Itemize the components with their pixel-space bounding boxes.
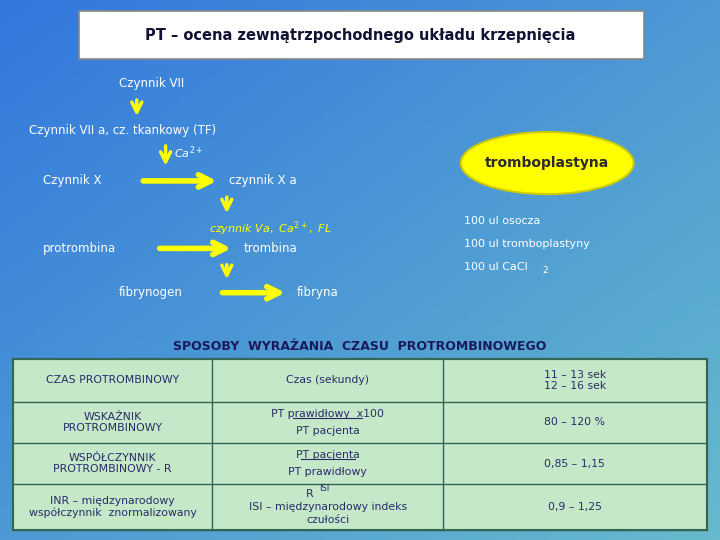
Text: R: R — [306, 489, 313, 499]
Text: ISI: ISI — [319, 484, 329, 492]
Text: 100 ul tromboplastyny: 100 ul tromboplastyny — [464, 239, 590, 249]
Text: 11 – 13 sek
12 – 16 sek: 11 – 13 sek 12 – 16 sek — [544, 370, 606, 392]
Text: protrombina: protrombina — [43, 242, 117, 255]
Text: 80 – 120 %: 80 – 120 % — [544, 417, 606, 428]
Text: Czynnik VII a, cz. tkankowy (TF): Czynnik VII a, cz. tkankowy (TF) — [29, 124, 216, 137]
Text: trombina: trombina — [243, 242, 297, 255]
Text: tromboplastyna: tromboplastyna — [485, 156, 609, 170]
Text: czułości: czułości — [306, 515, 349, 525]
Text: $czynnik\ Va,\ Ca^{2+},\ FL$: $czynnik\ Va,\ Ca^{2+},\ FL$ — [209, 219, 331, 238]
Text: SPOSOBY  WYRAŻANIA  CZASU  PROTROMBINOWEGO: SPOSOBY WYRAŻANIA CZASU PROTROMBINOWEGO — [174, 340, 546, 353]
Text: fibryna: fibryna — [297, 286, 338, 299]
Text: PT prawidłowy: PT prawidłowy — [288, 467, 367, 477]
Ellipse shape — [461, 132, 634, 194]
Text: 100 ul CaCl: 100 ul CaCl — [464, 262, 528, 272]
Text: INR – międzynarodowy
współczynnik  znormalizowany: INR – międzynarodowy współczynnik znorma… — [29, 496, 197, 518]
FancyBboxPatch shape — [13, 359, 707, 530]
Text: 2: 2 — [542, 266, 548, 275]
Text: ISI – międzynarodowy indeks: ISI – międzynarodowy indeks — [248, 502, 407, 512]
Text: PT – ocena zewnątrzpochodnego układu krzepnięcia: PT – ocena zewnątrzpochodnego układu krz… — [145, 28, 575, 43]
Text: Czynnik X: Czynnik X — [43, 174, 102, 187]
Text: $Ca^{2+}$: $Ca^{2+}$ — [174, 145, 203, 161]
Text: 0,85 – 1,15: 0,85 – 1,15 — [544, 458, 606, 469]
FancyBboxPatch shape — [79, 11, 644, 59]
Text: CZAS PROTROMBINOWY: CZAS PROTROMBINOWY — [46, 375, 179, 386]
Text: czynnik X a: czynnik X a — [229, 174, 297, 187]
Text: Czas (sekundy): Czas (sekundy) — [286, 375, 369, 386]
Text: 100 ul osocza: 100 ul osocza — [464, 217, 541, 226]
Text: fibrynogen: fibrynogen — [119, 286, 183, 299]
Text: PT pacjenta: PT pacjenta — [296, 426, 359, 436]
Text: PT prawidłowy  x100: PT prawidłowy x100 — [271, 409, 384, 419]
Text: PT pacjenta: PT pacjenta — [296, 450, 359, 460]
Text: 0,9 – 1,25: 0,9 – 1,25 — [548, 502, 602, 512]
Text: WSKAŹNIK
PROTROMBINOWY: WSKAŹNIK PROTROMBINOWY — [63, 411, 163, 433]
Text: WSPÓŁCZYNNIK
PROTROMBINOWY - R: WSPÓŁCZYNNIK PROTROMBINOWY - R — [53, 453, 172, 474]
Text: Czynnik VII: Czynnik VII — [119, 77, 184, 90]
